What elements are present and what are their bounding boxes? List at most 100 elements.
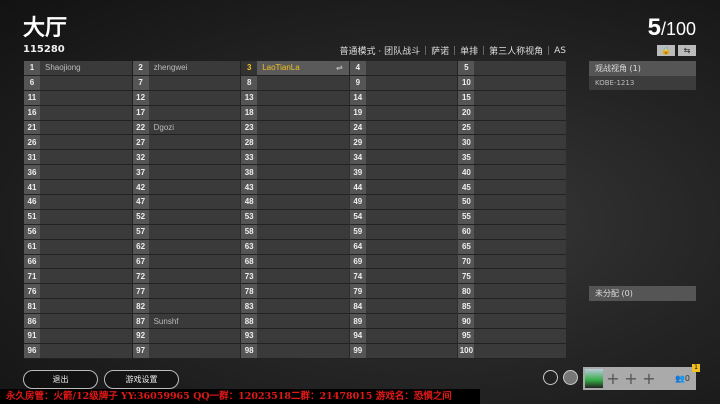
slot-39[interactable]: 39 (349, 165, 458, 181)
slot-66[interactable]: 66 (24, 254, 132, 270)
exit-button[interactable]: 退出 (23, 370, 98, 389)
slot-91[interactable]: 91 (24, 329, 132, 344)
lock-button[interactable]: 🔒 (657, 45, 675, 56)
slot-61[interactable]: 61 (24, 239, 132, 255)
slot-73[interactable]: 73 (241, 269, 349, 285)
slot-60[interactable]: 60 (458, 224, 566, 240)
slot-93[interactable]: 93 (241, 329, 349, 344)
slot-27[interactable]: 27 (132, 135, 241, 151)
slot-82[interactable]: 82 (132, 299, 241, 315)
slot-54[interactable]: 54 (349, 209, 458, 225)
swap-button[interactable]: ⇆ (678, 45, 696, 56)
slot-51[interactable]: 51 (24, 209, 132, 225)
slot-94[interactable]: 94 (349, 329, 458, 344)
slot-55[interactable]: 55 (458, 209, 566, 225)
slot-26[interactable]: 26 (24, 135, 132, 151)
slot-96[interactable]: 96 (24, 343, 132, 359)
slot-38[interactable]: 38 (241, 165, 349, 181)
slot-68[interactable]: 68 (241, 254, 349, 270)
slot-16[interactable]: 16 (24, 105, 132, 121)
slot-86[interactable]: 86 (24, 314, 132, 330)
slot-75[interactable]: 75 (458, 269, 566, 285)
slot-47[interactable]: 47 (132, 195, 241, 210)
slot-57[interactable]: 57 (132, 224, 241, 240)
slot-20[interactable]: 20 (458, 105, 566, 121)
slot-43[interactable]: 43 (241, 180, 349, 196)
slot-76[interactable]: 76 (24, 284, 132, 300)
add-member-icon[interactable]: + (606, 369, 620, 388)
slot-89[interactable]: 89 (349, 314, 458, 330)
slot-70[interactable]: 70 (458, 254, 566, 270)
slot-24[interactable]: 24 (349, 120, 458, 136)
slot-63[interactable]: 63 (241, 239, 349, 255)
slot-45[interactable]: 45 (458, 180, 566, 196)
slot-46[interactable]: 46 (24, 195, 132, 210)
unassigned-header[interactable]: 未分配 (0) (589, 286, 696, 301)
add-member-icon[interactable]: + (624, 369, 638, 388)
slot-67[interactable]: 67 (132, 254, 241, 270)
slot-87[interactable]: 87 Sunshf (132, 314, 241, 330)
slot-37[interactable]: 37 (132, 165, 241, 181)
slot-29[interactable]: 29 (349, 135, 458, 151)
slot-17[interactable]: 17 (132, 105, 241, 121)
slot-25[interactable]: 25 (458, 120, 566, 136)
slot-78[interactable]: 78 (241, 284, 349, 300)
slot-15[interactable]: 15 (458, 90, 566, 106)
slot-71[interactable]: 71 (24, 269, 132, 285)
slot-31[interactable]: 31 (24, 150, 132, 166)
slot-8[interactable]: 8 (241, 75, 349, 91)
slot-11[interactable]: 11 (24, 90, 132, 106)
slot-97[interactable]: 97 (132, 343, 241, 359)
slot-40[interactable]: 40 (458, 165, 566, 181)
game-settings-button[interactable]: 游戏设置 (104, 370, 179, 389)
slot-53[interactable]: 53 (241, 209, 349, 225)
slot-41[interactable]: 41 (24, 180, 132, 196)
slot-35[interactable]: 35 (458, 150, 566, 166)
slot-34[interactable]: 34 (349, 150, 458, 166)
slot-44[interactable]: 44 (349, 180, 458, 196)
slot-42[interactable]: 42 (132, 180, 241, 196)
slot-72[interactable]: 72 (132, 269, 241, 285)
mute-icon[interactable] (563, 370, 578, 385)
slot-81[interactable]: 81 (24, 299, 132, 315)
slot-30[interactable]: 30 (458, 135, 566, 151)
slot-14[interactable]: 14 (349, 90, 458, 106)
slot-98[interactable]: 98 (241, 343, 349, 359)
slot-2[interactable]: 2 zhengwei (132, 61, 241, 76)
slot-90[interactable]: 90 (458, 314, 566, 330)
slot-5[interactable]: 5 (458, 61, 566, 76)
slot-85[interactable]: 85 (458, 299, 566, 315)
slot-80[interactable]: 80 (458, 284, 566, 300)
slot-84[interactable]: 84 (349, 299, 458, 315)
slot-88[interactable]: 88 (241, 314, 349, 330)
avatar[interactable] (585, 369, 603, 388)
slot-83[interactable]: 83 (241, 299, 349, 315)
chat-icon[interactable] (543, 370, 558, 385)
slot-19[interactable]: 19 (349, 105, 458, 121)
slot-77[interactable]: 77 (132, 284, 241, 300)
slot-6[interactable]: 6 (24, 75, 132, 91)
slot-13[interactable]: 13 (241, 90, 349, 106)
slot-92[interactable]: 92 (132, 329, 241, 344)
swap-slot-icon[interactable]: ⇌ (336, 63, 343, 73)
slot-22[interactable]: 22 Dgozi (132, 120, 241, 136)
slot-100[interactable]: 100 (458, 343, 566, 359)
slot-18[interactable]: 18 (241, 105, 349, 121)
slot-50[interactable]: 50 (458, 195, 566, 210)
slot-99[interactable]: 99 (349, 343, 458, 359)
slot-32[interactable]: 32 (132, 150, 241, 166)
slot-36[interactable]: 36 (24, 165, 132, 181)
slot-62[interactable]: 62 (132, 239, 241, 255)
slot-21[interactable]: 21 (24, 120, 132, 136)
slot-7[interactable]: 7 (132, 75, 241, 91)
slot-1[interactable]: 1 Shaojiong (24, 61, 132, 76)
slot-4[interactable]: 4 (349, 61, 458, 76)
add-member-icon[interactable]: + (642, 369, 656, 388)
slot-49[interactable]: 49 (349, 195, 458, 210)
slot-12[interactable]: 12 (132, 90, 241, 106)
group-icon[interactable]: 👥0 (674, 374, 690, 383)
slot-69[interactable]: 69 (349, 254, 458, 270)
slot-58[interactable]: 58 (241, 224, 349, 240)
slot-56[interactable]: 56 (24, 224, 132, 240)
spectator-item[interactable]: KOBE-1213 (589, 76, 696, 90)
